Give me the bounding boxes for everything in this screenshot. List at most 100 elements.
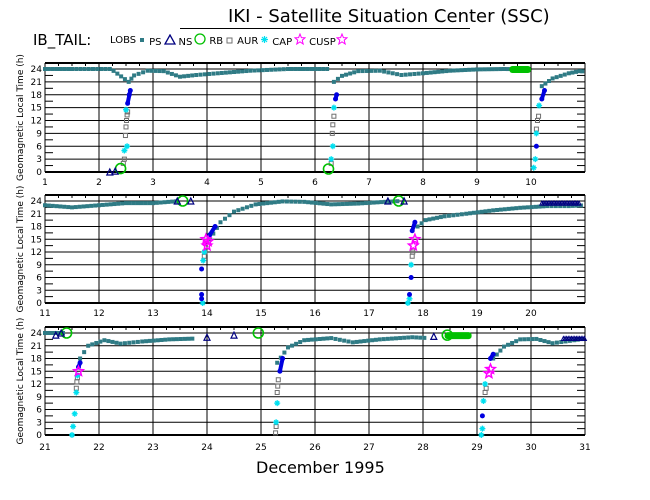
legend-label: CAP bbox=[272, 37, 293, 48]
ps-point bbox=[427, 217, 432, 222]
x-tick-label: 22 bbox=[93, 443, 104, 453]
cap-point bbox=[71, 410, 78, 417]
ps-point bbox=[448, 68, 452, 73]
legend-symbol-star-icon bbox=[335, 32, 349, 48]
ps-point bbox=[375, 200, 380, 205]
ps-point bbox=[382, 69, 387, 74]
ps-point bbox=[432, 70, 437, 75]
ps-point bbox=[127, 340, 132, 345]
ps-point bbox=[337, 337, 342, 342]
ps-point bbox=[158, 200, 163, 205]
y-tick-label: 0 bbox=[36, 168, 42, 178]
ps-point bbox=[302, 199, 307, 204]
legend-symbol-asterisk-icon bbox=[260, 35, 269, 47]
ps-point bbox=[58, 67, 63, 71]
ps-point bbox=[182, 336, 187, 341]
legend-label: LOBS bbox=[110, 35, 137, 46]
ps-point bbox=[85, 204, 90, 209]
cusp-point bbox=[199, 232, 213, 245]
ps-point bbox=[313, 200, 318, 205]
ns-point bbox=[57, 328, 66, 337]
ps-point bbox=[363, 201, 368, 206]
ps-point bbox=[559, 340, 564, 345]
ns-point bbox=[186, 196, 195, 205]
ps-point bbox=[161, 69, 166, 74]
ps-point bbox=[167, 337, 172, 342]
aur-point bbox=[124, 118, 130, 123]
cusp-point bbox=[483, 362, 498, 375]
ps-point bbox=[122, 77, 127, 82]
ps-point bbox=[553, 204, 558, 209]
y-axis-title: Geomagnetic Local Time (h) bbox=[16, 54, 26, 181]
ps-point bbox=[529, 205, 534, 210]
lobs-point bbox=[479, 413, 485, 419]
y-tick-label: 12 bbox=[31, 117, 42, 127]
ps-point bbox=[325, 202, 330, 207]
ps-point bbox=[131, 340, 136, 345]
ps-point bbox=[286, 67, 290, 71]
ps-point bbox=[223, 70, 228, 75]
cap-point bbox=[73, 389, 80, 396]
ps-point bbox=[506, 342, 511, 347]
ps-point bbox=[110, 339, 115, 344]
ps-point bbox=[170, 199, 175, 204]
ps-point bbox=[62, 67, 67, 71]
ps-point bbox=[545, 204, 550, 209]
ps-point bbox=[321, 336, 326, 341]
ps-point bbox=[451, 68, 456, 73]
ps-point bbox=[236, 69, 241, 74]
ps-point bbox=[329, 336, 334, 341]
ps-point bbox=[313, 67, 317, 71]
ps-point bbox=[273, 67, 278, 72]
ps-point bbox=[403, 72, 408, 77]
aur-point bbox=[123, 124, 129, 130]
ps-point bbox=[335, 76, 340, 81]
y-tick-label: 3 bbox=[36, 286, 42, 296]
ps-point bbox=[570, 70, 575, 75]
ps-point bbox=[542, 339, 547, 344]
ps-point bbox=[131, 201, 136, 206]
ps-point bbox=[550, 341, 555, 346]
ps-point bbox=[562, 72, 567, 77]
ps-point bbox=[377, 68, 382, 73]
aur-point bbox=[409, 253, 415, 259]
ps-point bbox=[369, 68, 374, 73]
x-tick-label: 6 bbox=[312, 178, 318, 188]
y-tick-label: 21 bbox=[31, 78, 42, 88]
ps-point bbox=[95, 67, 100, 71]
ps-point bbox=[313, 337, 318, 342]
ps-point bbox=[362, 339, 367, 344]
aur-point bbox=[74, 379, 80, 385]
y-tick-label: 21 bbox=[31, 210, 42, 220]
ps-point bbox=[306, 200, 311, 205]
ps-point bbox=[290, 343, 295, 348]
ns-point bbox=[581, 335, 588, 342]
ps-point bbox=[118, 341, 123, 346]
ps-point bbox=[186, 336, 191, 341]
x-tick-label: 13 bbox=[147, 309, 158, 319]
ps-point bbox=[50, 67, 55, 71]
cap-point bbox=[328, 156, 335, 163]
aur-point bbox=[275, 383, 281, 389]
ps-point bbox=[104, 202, 109, 207]
legend-item-aur: AUR bbox=[237, 35, 269, 47]
ps-point bbox=[514, 206, 519, 211]
x-tick-label: 31 bbox=[579, 443, 590, 453]
ps-point bbox=[416, 71, 421, 76]
y-tick-label: 9 bbox=[36, 393, 42, 403]
ps-point bbox=[157, 69, 162, 74]
ps-point bbox=[43, 203, 47, 208]
ps-point bbox=[147, 201, 152, 206]
y-tick-label: 12 bbox=[31, 380, 42, 390]
lobs-point bbox=[199, 292, 205, 297]
lobs-segment bbox=[277, 358, 285, 372]
ps-point bbox=[431, 216, 436, 221]
ps-point bbox=[129, 76, 134, 81]
ps-point bbox=[518, 205, 523, 210]
ps-point bbox=[141, 70, 146, 75]
aur-point bbox=[482, 390, 488, 395]
ps-point bbox=[269, 200, 274, 205]
y-tick-label: 18 bbox=[31, 223, 43, 233]
ps-point bbox=[471, 210, 476, 215]
ps-point bbox=[298, 340, 303, 345]
